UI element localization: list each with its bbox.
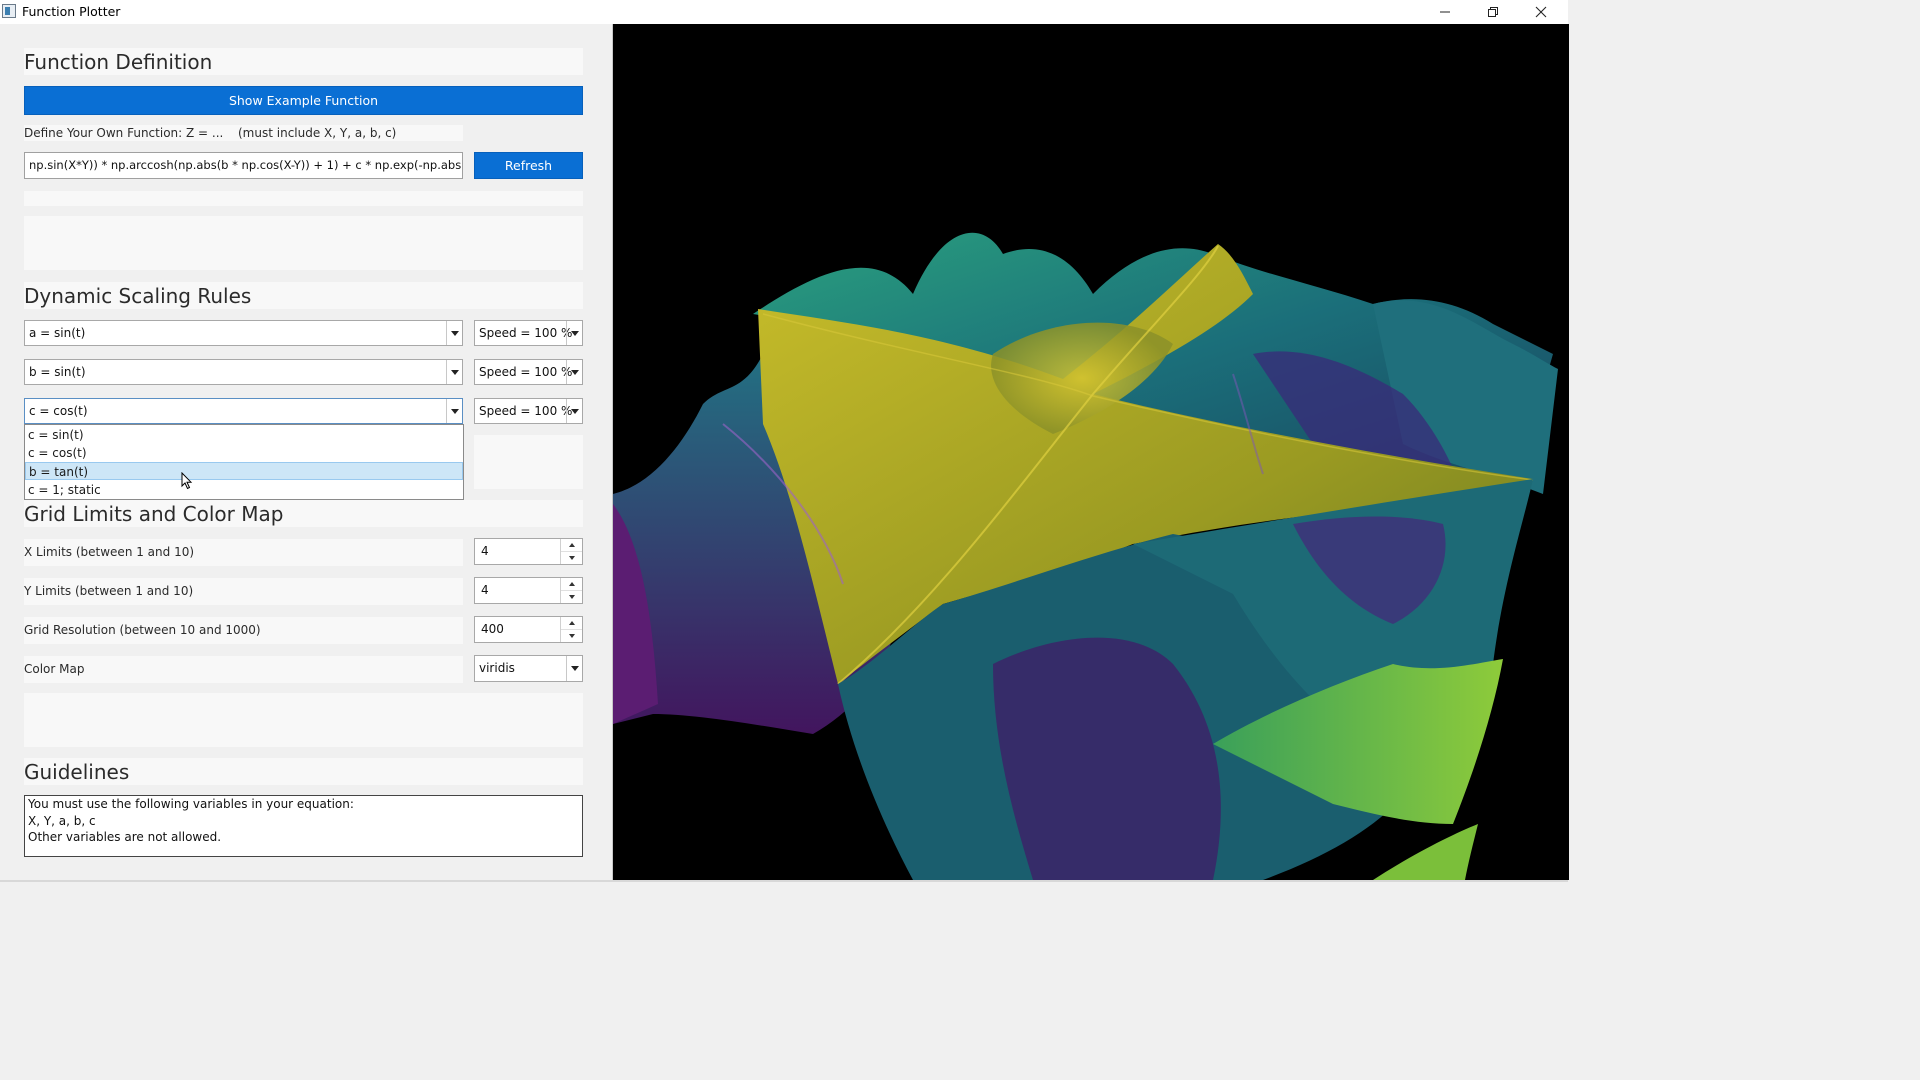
show-example-function-button[interactable]: Show Example Function [24, 86, 583, 115]
scaling-rule-b-select[interactable]: b = sin(t) [24, 359, 463, 385]
chevron-down-icon [566, 360, 582, 384]
function-definition-heading: Function Definition [24, 50, 213, 74]
window-bottom-border [0, 880, 1568, 882]
scaling-rule-a-value: a = sin(t) [29, 326, 86, 340]
surface-lower-purple [993, 637, 1221, 880]
increment-icon[interactable] [561, 617, 582, 630]
x-limits-value: 4 [481, 544, 489, 558]
function-definition-header-band [24, 48, 583, 75]
surface-center-bulge [991, 322, 1173, 434]
y-limits-label-band [24, 578, 463, 605]
dropdown-option[interactable]: c = cos(t) [28, 446, 87, 460]
colormap-select[interactable]: viridis [474, 655, 583, 682]
dropdown-option[interactable]: c = 1; static [28, 483, 101, 497]
resolution-label-band [24, 617, 463, 644]
decrement-icon[interactable] [561, 591, 582, 604]
surface-green-wave [1213, 659, 1503, 824]
chevron-down-icon [446, 321, 462, 345]
surface-highlight [1232, 373, 1264, 475]
speed-b-value: Speed = 100 % [479, 365, 573, 379]
spacer-band [24, 216, 583, 270]
resolution-label: Grid Resolution (between 10 and 1000) [24, 623, 261, 637]
chevron-down-icon [566, 321, 582, 345]
spacer-band [24, 693, 583, 747]
surface-right-purple-lower [1293, 516, 1446, 624]
spacer-band [474, 435, 583, 489]
surface-main-saddle [758, 244, 1533, 684]
speed-c-value: Speed = 100 % [479, 404, 573, 418]
define-function-label: Define Your Own Function: Z = ... [24, 126, 224, 140]
increment-icon[interactable] [561, 578, 582, 591]
chevron-down-icon [566, 399, 582, 423]
surface-right-purple [1253, 351, 1463, 494]
maximize-button[interactable] [1470, 0, 1516, 24]
scaling-heading: Dynamic Scaling Rules [24, 284, 252, 308]
function-hint-label: (must include X, Y, a, b, c) [238, 126, 397, 140]
surface-ridge-line [762, 313, 1534, 481]
close-button[interactable] [1518, 0, 1564, 24]
grid-heading: Grid Limits and Color Map [24, 502, 284, 526]
chevron-down-icon [446, 399, 462, 423]
resolution-value: 400 [481, 622, 504, 636]
window-title: Function Plotter [22, 4, 121, 19]
scaling-rule-b-value: b = sin(t) [29, 365, 86, 379]
define-label-band [24, 125, 463, 141]
chevron-down-icon [566, 656, 582, 681]
surface-highlight [722, 423, 844, 585]
spacer-band [24, 191, 583, 206]
chevron-down-icon [446, 360, 462, 384]
decrement-icon[interactable] [561, 552, 582, 565]
y-limits-label: Y Limits (between 1 and 10) [24, 584, 194, 598]
surface-plot [613, 232, 1558, 880]
x-limits-label: X Limits (between 1 and 10) [24, 545, 195, 559]
scaling-rule-c-dropdown-list: c = sin(t) c = cos(t) b = tan(t) c = 1; … [24, 424, 464, 500]
restore-icon [1488, 7, 1498, 17]
scaling-header-band [24, 282, 583, 309]
resolution-spinbox[interactable]: 400 [474, 616, 583, 643]
guidelines-text: You must use the following variables in … [24, 795, 583, 857]
speed-b-select[interactable]: Speed = 100 % [474, 359, 583, 385]
speed-c-select[interactable]: Speed = 100 % [474, 398, 583, 424]
speed-a-value: Speed = 100 % [479, 326, 573, 340]
decrement-icon[interactable] [561, 630, 582, 643]
3d-plot-canvas[interactable] [612, 24, 1569, 880]
close-icon [1535, 6, 1547, 18]
minimize-button[interactable] [1422, 0, 1468, 24]
surface-green-corner [1373, 824, 1478, 880]
guidelines-line: Other variables are not allowed. [28, 830, 222, 844]
dropdown-option[interactable]: c = sin(t) [28, 428, 84, 442]
colormap-label-band [24, 656, 463, 683]
surface-left-edge [613, 504, 658, 724]
scaling-rule-c-value: c = cos(t) [29, 404, 88, 418]
x-limits-spinbox[interactable]: 4 [474, 538, 583, 565]
title-bar: Function Plotter [0, 0, 1568, 24]
scaling-rule-c-select[interactable]: c = cos(t) [24, 398, 463, 424]
y-limits-spinbox[interactable]: 4 [474, 577, 583, 604]
speed-a-select[interactable]: Speed = 100 % [474, 320, 583, 346]
surface-ridge-line [837, 245, 1219, 685]
increment-icon[interactable] [561, 539, 582, 552]
colormap-value: viridis [479, 661, 515, 675]
refresh-button[interactable]: Refresh [474, 152, 583, 179]
guidelines-line: X, Y, a, b, c [28, 813, 96, 828]
guidelines-line: You must use the following variables in … [28, 797, 354, 811]
colormap-label: Color Map [24, 662, 85, 676]
y-limits-value: 4 [481, 583, 489, 597]
minimize-icon [1440, 11, 1450, 13]
dropdown-option-highlighted[interactable]: b = tan(t) [25, 462, 463, 480]
guidelines-heading: Guidelines [24, 760, 130, 784]
guidelines-header-band [24, 758, 583, 785]
mouse-cursor-icon [181, 472, 193, 490]
scaling-rule-a-select[interactable]: a = sin(t) [24, 320, 463, 346]
x-limits-label-band [24, 539, 463, 566]
app-window-icon [2, 4, 16, 18]
function-expression-input[interactable]: np.sin(X*Y)) * np.arccosh(np.abs(b * np.… [24, 152, 463, 179]
grid-header-band [24, 500, 583, 527]
